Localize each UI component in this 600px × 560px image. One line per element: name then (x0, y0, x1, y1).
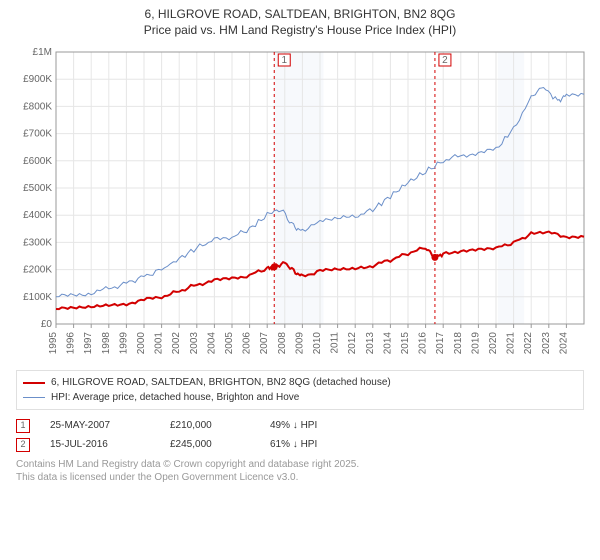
legend-swatch (23, 397, 45, 398)
price-chart: £0 £100K £200K £300K £400K £500K £600K £700K £80… (10, 44, 590, 364)
title-line1: 6, HILGROVE ROAD, SALTDEAN, BRIGHTON, BN… (10, 6, 590, 22)
x-tick-label: 2013 (365, 332, 376, 355)
sale-marker-number: 2 (442, 55, 448, 66)
x-tick-label: 2018 (453, 332, 464, 355)
x-tick-label: 2004 (206, 332, 217, 355)
x-tick-label: 2021 (506, 332, 517, 355)
event-row: 1 25-MAY-2007 £210,000 49% ↓ HPI (16, 416, 584, 435)
x-tick-label: 2005 (224, 332, 235, 355)
y-tick-label: £800K (23, 102, 52, 113)
event-price: £210,000 (170, 416, 250, 435)
event-index-box: 2 (16, 438, 30, 452)
y-tick-label: £1M (33, 47, 52, 58)
x-tick-label: 1999 (118, 332, 129, 355)
x-tick-label: 2011 (330, 332, 341, 354)
sale-dot (271, 264, 278, 271)
event-row: 2 15-JUL-2016 £245,000 61% ↓ HPI (16, 435, 584, 454)
sale-dot (431, 254, 438, 261)
event-date: 15-JUL-2016 (50, 435, 150, 454)
legend-label: 6, HILGROVE ROAD, SALTDEAN, BRIGHTON, BN… (51, 375, 391, 390)
sale-events: 1 25-MAY-2007 £210,000 49% ↓ HPI 2 15-JUL-201… (16, 416, 584, 454)
event-price: £245,000 (170, 435, 250, 454)
title-line2: Price paid vs. HM Land Registry's House … (10, 22, 590, 38)
x-tick-label: 2024 (558, 332, 569, 355)
event-date: 25-MAY-2007 (50, 416, 150, 435)
x-tick-label: 1997 (83, 332, 94, 355)
x-tick-label: 2012 (347, 332, 358, 355)
y-tick-label: £100K (23, 292, 52, 303)
y-tick-label: £600K (23, 156, 52, 167)
sale-marker-number: 1 (281, 55, 287, 66)
x-tick-label: 1996 (66, 332, 77, 355)
legend-row: HPI: Average price, detached house, Brig… (23, 390, 577, 405)
x-tick-label: 2019 (470, 332, 481, 355)
x-tick-label: 2007 (259, 332, 270, 355)
x-tick-label: 2003 (189, 332, 200, 355)
y-tick-label: £200K (23, 265, 52, 276)
y-tick-label: £900K (23, 75, 52, 86)
page-title: 6, HILGROVE ROAD, SALTDEAN, BRIGHTON, BN… (10, 6, 590, 38)
x-tick-label: 2009 (294, 332, 305, 355)
y-tick-label: £500K (23, 183, 52, 194)
x-tick-label: 2008 (277, 332, 288, 355)
event-vs-hpi: 61% ↓ HPI (270, 435, 317, 454)
footer-line2: This data is licensed under the Open Gov… (16, 471, 584, 484)
footer-line1: Contains HM Land Registry data © Crown c… (16, 458, 584, 471)
x-tick-label: 1995 (48, 332, 59, 355)
chart-container: £0 £100K £200K £300K £400K £500K £600K £700K £80… (10, 44, 590, 364)
x-tick-label: 2000 (136, 332, 147, 355)
x-tick-label: 2020 (488, 332, 499, 355)
legend-row: 6, HILGROVE ROAD, SALTDEAN, BRIGHTON, BN… (23, 375, 577, 390)
event-vs-hpi: 49% ↓ HPI (270, 416, 317, 435)
legend: 6, HILGROVE ROAD, SALTDEAN, BRIGHTON, BN… (16, 370, 584, 410)
x-tick-label: 2017 (435, 332, 446, 355)
x-tick-label: 2015 (400, 332, 411, 355)
x-tick-label: 2010 (312, 332, 323, 355)
y-tick-label: £0 (41, 319, 53, 330)
event-index-box: 1 (16, 419, 30, 433)
legend-label: HPI: Average price, detached house, Brig… (51, 390, 299, 405)
x-tick-label: 2014 (382, 332, 393, 355)
x-tick-label: 2022 (523, 332, 534, 355)
y-tick-label: £300K (23, 238, 52, 249)
x-tick-label: 1998 (101, 332, 112, 355)
x-tick-label: 2006 (242, 332, 253, 355)
x-tick-label: 2016 (418, 332, 429, 355)
legend-swatch (23, 382, 45, 384)
x-tick-label: 2001 (154, 332, 165, 355)
x-tick-label: 2023 (541, 332, 552, 355)
y-tick-label: £700K (23, 129, 52, 140)
x-tick-label: 2002 (171, 332, 182, 355)
attribution: Contains HM Land Registry data © Crown c… (16, 458, 584, 484)
y-tick-label: £400K (23, 211, 52, 222)
